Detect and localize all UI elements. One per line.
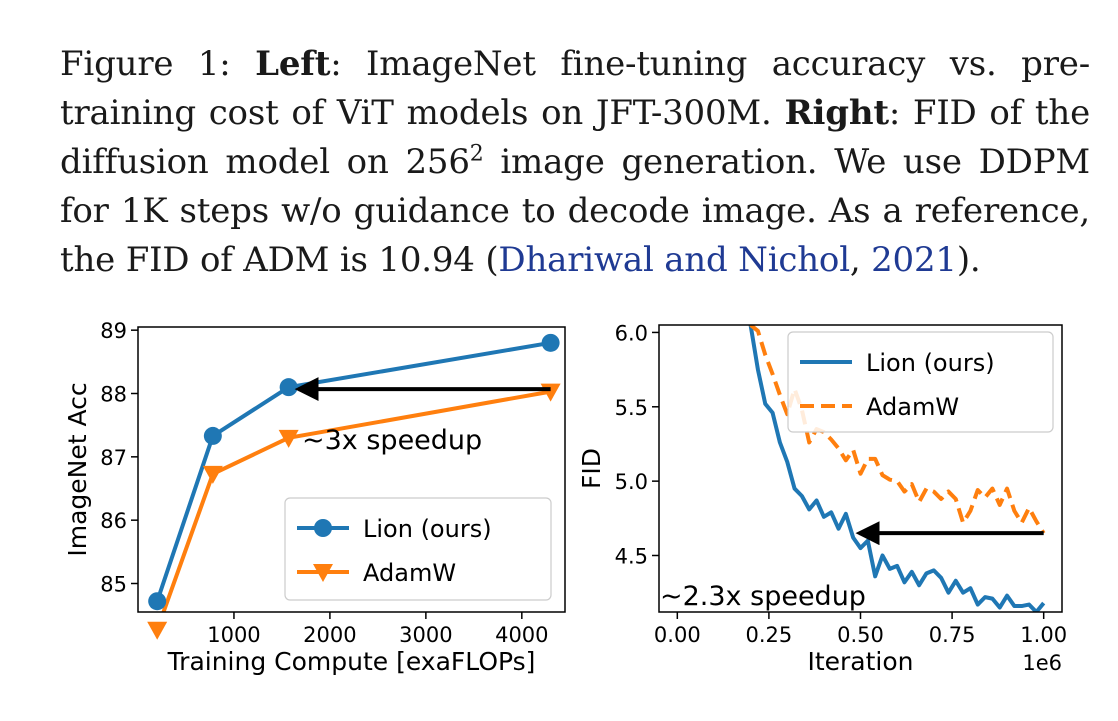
series-line-lion: [748, 325, 1046, 612]
caption-part3: image generation. We use DDPM for 1K ste…: [60, 142, 1091, 280]
right-chart: 0.00 0.25 0.50 0.75 1.00 4.5 5.0 5.5 6.0 Iteratio…: [577, 321, 1067, 676]
y-axis-label: ImageNet Acc: [63, 382, 92, 556]
data-point-adamw: [202, 465, 223, 484]
y-tick-label: 87: [100, 446, 127, 470]
legend-marker-adamw: [313, 564, 333, 582]
y-axis-label: FID: [577, 448, 606, 489]
data-point-adamw: [278, 429, 299, 448]
data-point-lion: [203, 426, 222, 445]
y-tick-label: 89: [100, 319, 127, 343]
x-tick-label: 4000: [495, 623, 548, 647]
series-line-adamw: [161, 389, 551, 612]
data-point-lion: [541, 333, 560, 352]
x-tick-label: 1000: [207, 623, 260, 647]
caption-res-base: 256: [405, 142, 470, 182]
citation-link-year[interactable]: 2021: [871, 240, 957, 280]
left-plot-area: [155, 340, 551, 612]
x-tick-label: 0.00: [654, 623, 701, 647]
y-tick-label: 4.5: [615, 544, 648, 568]
caption-part4: ).: [956, 240, 981, 280]
y-tick-label: 88: [100, 383, 127, 407]
x-tick-label: 0.50: [837, 623, 884, 647]
caption-res-exp: 2: [469, 141, 484, 167]
plot-frame: [658, 324, 1063, 613]
speedup-annotation: ~2.3x speedup: [660, 581, 866, 612]
legend-marker-lion: [314, 519, 332, 537]
caption-left-label: Left: [255, 44, 331, 84]
series-line-lion: [155, 340, 551, 602]
legend-label-adamw: AdamW: [363, 559, 456, 587]
legend-box: [787, 331, 1054, 433]
caption-fig-label: Figure 1:: [60, 44, 231, 84]
left-chart: 1000 2000 3000 4000 85 86 87 88 89 Training Compu…: [63, 319, 566, 676]
x-tick-label: 0.25: [746, 623, 793, 647]
legend-label-lion: Lion (ours): [363, 515, 492, 543]
y-tick-label: 5.0: [615, 470, 648, 494]
x-axis-scale-label: 1e6: [1022, 651, 1062, 675]
data-point-lion: [279, 378, 298, 397]
x-tick-label: 3000: [399, 623, 452, 647]
data-point-lion: [148, 592, 167, 611]
figure-caption: Figure 1: Left: ImageNet fine-tuning acc…: [60, 40, 1090, 285]
x-axis-label: Iteration: [807, 647, 913, 676]
caption-part1: : ImageNet fine-tuning accuracy vs. pre-…: [60, 44, 1090, 133]
caption-cite-sep: ,: [849, 240, 872, 280]
caption-part2: : FID of the diffusion model on: [60, 93, 1090, 182]
x-tick-label: 2000: [303, 623, 356, 647]
x-tick-label: 0.75: [929, 623, 976, 647]
y-tick-label: 5.5: [615, 396, 648, 420]
legend-label-lion: Lion (ours): [866, 349, 995, 377]
speedup-annotation: ~3x speedup: [302, 425, 482, 456]
x-axis-label: Training Compute [exaFLOPs]: [167, 647, 536, 676]
legend-box: [284, 497, 552, 601]
plot-frame: [137, 326, 566, 613]
y-tick-label: 6.0: [615, 321, 648, 345]
data-point-adamw: [147, 621, 168, 640]
y-tick-label: 86: [100, 509, 127, 533]
y-tick-label: 85: [100, 573, 127, 597]
x-tick-label: 1.00: [1020, 623, 1067, 647]
legend-label-adamw: AdamW: [866, 393, 959, 421]
caption-right-label: Right: [784, 93, 889, 133]
citation-link-authors[interactable]: Dhariwal and Nichol: [498, 240, 850, 280]
